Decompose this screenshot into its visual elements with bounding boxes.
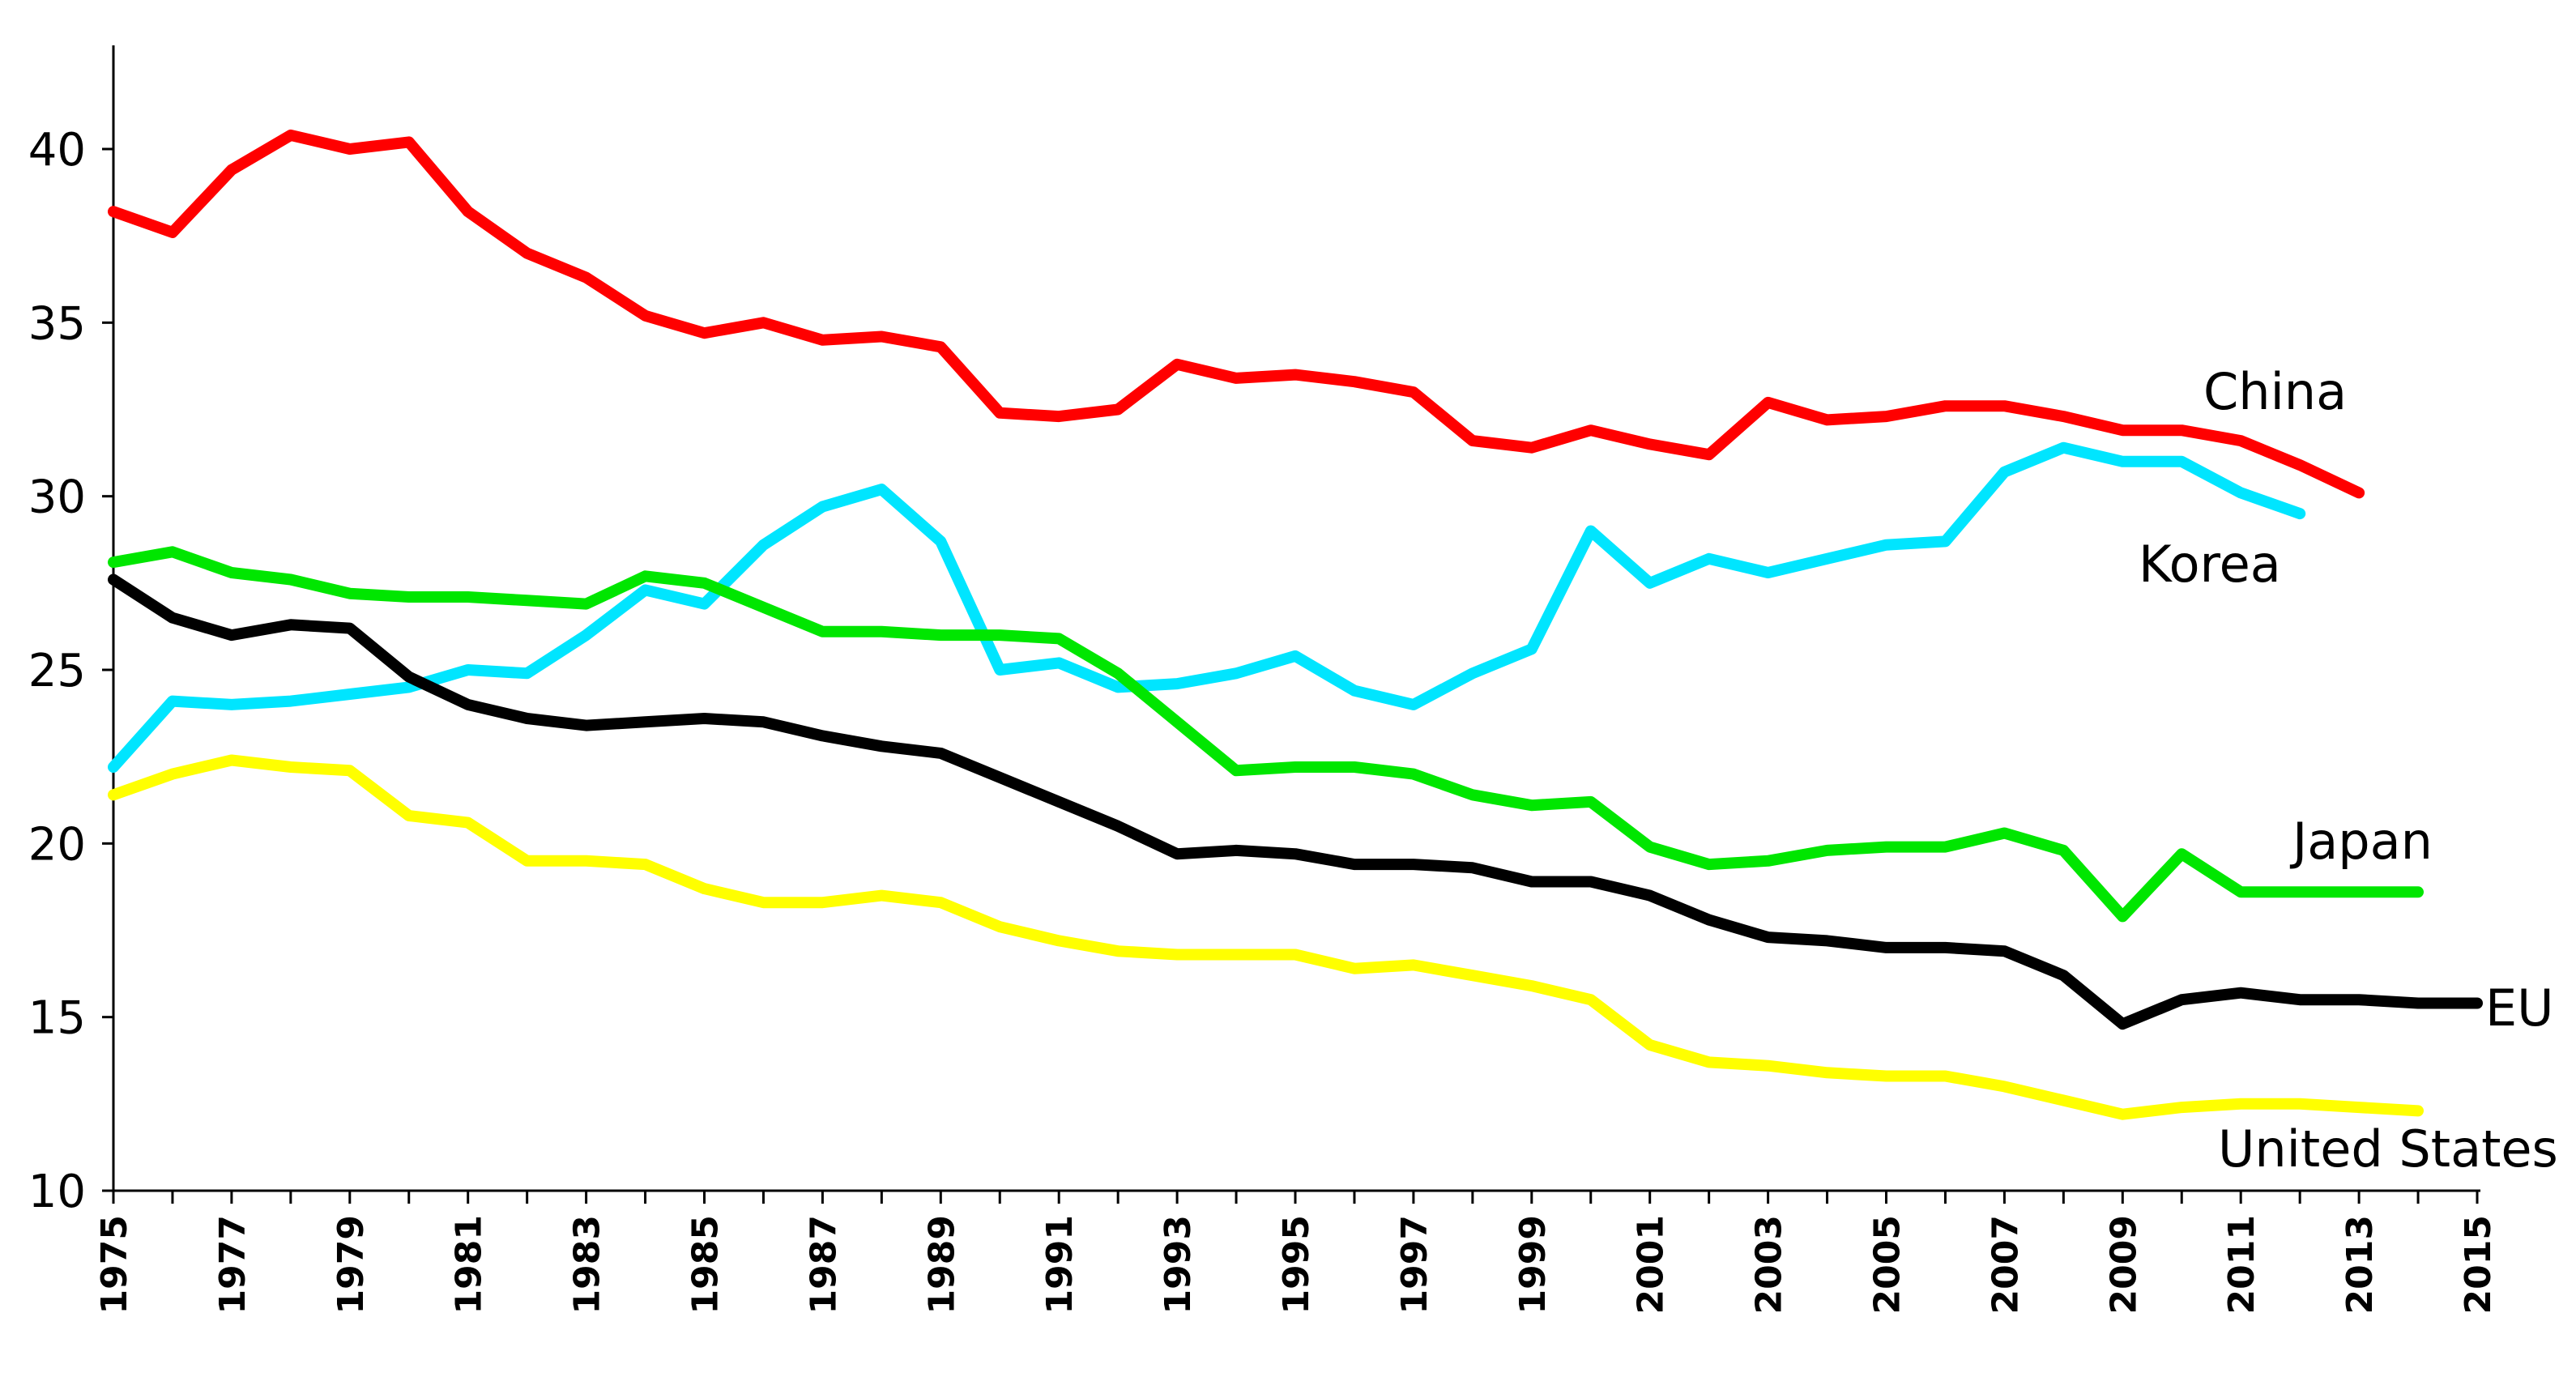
x-tick-label: 1999 <box>1512 1215 1554 1314</box>
x-tick-label: 1993 <box>1158 1215 1199 1314</box>
x-tick-label: 1991 <box>1039 1215 1081 1314</box>
series-label-korea: Korea <box>2139 535 2281 594</box>
y-tick-label: 20 <box>28 818 86 871</box>
x-tick-label: 2007 <box>1985 1215 2026 1314</box>
x-tick-label: 1995 <box>1276 1215 1317 1314</box>
x-tick-label: 1981 <box>449 1215 490 1314</box>
series-line-japan <box>108 546 2424 923</box>
tick-labels: 10 15 20 25 30 35 40 1975 1977 1979 1981 1983 1985 19… <box>28 124 2499 1314</box>
x-tick-label: 1983 <box>567 1215 608 1314</box>
series-label-china: China <box>2203 362 2347 421</box>
series-line-eu <box>108 573 2483 1030</box>
x-tick-label: 2001 <box>1631 1215 1672 1314</box>
y-tick-label: 10 <box>28 1166 86 1218</box>
y-tick-label: 15 <box>28 992 86 1045</box>
series-label-eu: EU <box>2485 978 2554 1038</box>
x-tick-label: 2011 <box>2221 1215 2263 1314</box>
x-tick-label: 1977 <box>212 1215 254 1314</box>
axes <box>102 45 2480 1204</box>
series-labels: China Korea Japan EU United States <box>2139 362 2558 1179</box>
y-tick-label: 25 <box>28 645 86 697</box>
x-tick-label: 1975 <box>94 1215 135 1314</box>
series-label-united-states: United States <box>2218 1119 2558 1179</box>
series-line-korea <box>108 441 2306 773</box>
x-tick-label: 2005 <box>1867 1215 1909 1314</box>
series-line-china <box>108 129 2365 499</box>
x-tick-label: 1989 <box>921 1215 962 1314</box>
x-tick-label: 1997 <box>1394 1215 1435 1314</box>
y-tick-label: 30 <box>28 471 86 524</box>
x-tick-label: 1985 <box>685 1215 727 1314</box>
x-tick-label: 2013 <box>2339 1215 2381 1314</box>
x-tick-label: 2009 <box>2103 1215 2144 1314</box>
series-line-united-states <box>108 754 2424 1120</box>
y-tick-label: 40 <box>28 124 86 177</box>
x-tick-label: 2015 <box>2458 1215 2499 1314</box>
series-label-japan: Japan <box>2289 812 2433 871</box>
series-lines <box>108 129 2483 1120</box>
x-tick-label: 1979 <box>331 1215 372 1314</box>
y-tick-label: 35 <box>28 297 86 350</box>
x-tick-label: 2003 <box>1749 1215 1790 1314</box>
x-tick-label: 1987 <box>803 1215 844 1314</box>
